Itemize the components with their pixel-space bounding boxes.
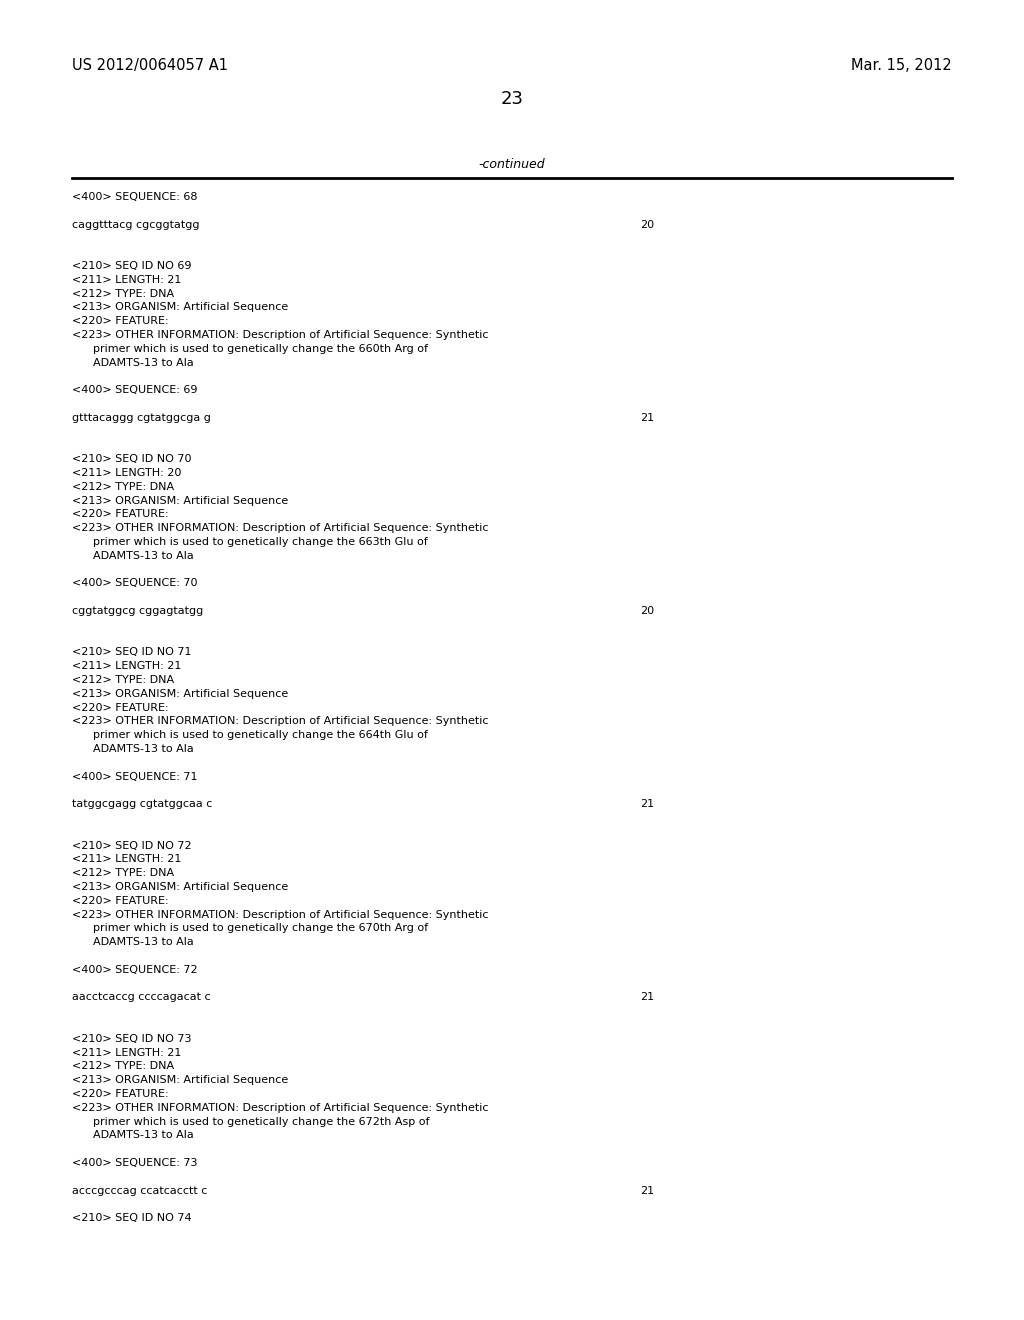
Text: <213> ORGANISM: Artificial Sequence: <213> ORGANISM: Artificial Sequence bbox=[72, 495, 288, 506]
Text: <210> SEQ ID NO 69: <210> SEQ ID NO 69 bbox=[72, 261, 191, 271]
Text: primer which is used to genetically change the 663th Glu of: primer which is used to genetically chan… bbox=[72, 537, 428, 546]
Text: aacctcaccg ccccagacat c: aacctcaccg ccccagacat c bbox=[72, 993, 211, 1002]
Text: <213> ORGANISM: Artificial Sequence: <213> ORGANISM: Artificial Sequence bbox=[72, 1076, 288, 1085]
Text: <210> SEQ ID NO 71: <210> SEQ ID NO 71 bbox=[72, 647, 191, 657]
Text: <213> ORGANISM: Artificial Sequence: <213> ORGANISM: Artificial Sequence bbox=[72, 882, 288, 892]
Text: <211> LENGTH: 21: <211> LENGTH: 21 bbox=[72, 1048, 181, 1057]
Text: ADAMTS-13 to Ala: ADAMTS-13 to Ala bbox=[72, 1130, 194, 1140]
Text: primer which is used to genetically change the 664th Glu of: primer which is used to genetically chan… bbox=[72, 730, 428, 741]
Text: <212> TYPE: DNA: <212> TYPE: DNA bbox=[72, 289, 174, 298]
Text: acccgcccag ccatcacctt c: acccgcccag ccatcacctt c bbox=[72, 1185, 208, 1196]
Text: <211> LENGTH: 21: <211> LENGTH: 21 bbox=[72, 661, 181, 671]
Text: -continued: -continued bbox=[478, 158, 546, 172]
Text: <212> TYPE: DNA: <212> TYPE: DNA bbox=[72, 482, 174, 492]
Text: <211> LENGTH: 21: <211> LENGTH: 21 bbox=[72, 275, 181, 285]
Text: <223> OTHER INFORMATION: Description of Artificial Sequence: Synthetic: <223> OTHER INFORMATION: Description of … bbox=[72, 330, 488, 341]
Text: <213> ORGANISM: Artificial Sequence: <213> ORGANISM: Artificial Sequence bbox=[72, 689, 288, 698]
Text: primer which is used to genetically change the 670th Arg of: primer which is used to genetically chan… bbox=[72, 924, 428, 933]
Text: ADAMTS-13 to Ala: ADAMTS-13 to Ala bbox=[72, 744, 194, 754]
Text: primer which is used to genetically change the 660th Arg of: primer which is used to genetically chan… bbox=[72, 343, 428, 354]
Text: tatggcgagg cgtatggcaa c: tatggcgagg cgtatggcaa c bbox=[72, 799, 212, 809]
Text: <212> TYPE: DNA: <212> TYPE: DNA bbox=[72, 675, 174, 685]
Text: <400> SEQUENCE: 71: <400> SEQUENCE: 71 bbox=[72, 772, 198, 781]
Text: 21: 21 bbox=[640, 413, 654, 422]
Text: <212> TYPE: DNA: <212> TYPE: DNA bbox=[72, 1061, 174, 1072]
Text: ADAMTS-13 to Ala: ADAMTS-13 to Ala bbox=[72, 550, 194, 561]
Text: <220> FEATURE:: <220> FEATURE: bbox=[72, 702, 169, 713]
Text: <212> TYPE: DNA: <212> TYPE: DNA bbox=[72, 869, 174, 878]
Text: <220> FEATURE:: <220> FEATURE: bbox=[72, 1089, 169, 1100]
Text: <400> SEQUENCE: 70: <400> SEQUENCE: 70 bbox=[72, 578, 198, 589]
Text: <223> OTHER INFORMATION: Description of Artificial Sequence: Synthetic: <223> OTHER INFORMATION: Description of … bbox=[72, 1102, 488, 1113]
Text: <400> SEQUENCE: 68: <400> SEQUENCE: 68 bbox=[72, 191, 198, 202]
Text: <211> LENGTH: 20: <211> LENGTH: 20 bbox=[72, 469, 181, 478]
Text: <213> ORGANISM: Artificial Sequence: <213> ORGANISM: Artificial Sequence bbox=[72, 302, 288, 313]
Text: <400> SEQUENCE: 73: <400> SEQUENCE: 73 bbox=[72, 1158, 198, 1168]
Text: 21: 21 bbox=[640, 1185, 654, 1196]
Text: 21: 21 bbox=[640, 799, 654, 809]
Text: <400> SEQUENCE: 69: <400> SEQUENCE: 69 bbox=[72, 385, 198, 395]
Text: US 2012/0064057 A1: US 2012/0064057 A1 bbox=[72, 58, 228, 73]
Text: ADAMTS-13 to Ala: ADAMTS-13 to Ala bbox=[72, 937, 194, 948]
Text: 21: 21 bbox=[640, 993, 654, 1002]
Text: <400> SEQUENCE: 72: <400> SEQUENCE: 72 bbox=[72, 965, 198, 974]
Text: caggtttacg cgcggtatgg: caggtttacg cgcggtatgg bbox=[72, 219, 200, 230]
Text: <223> OTHER INFORMATION: Description of Artificial Sequence: Synthetic: <223> OTHER INFORMATION: Description of … bbox=[72, 909, 488, 920]
Text: primer which is used to genetically change the 672th Asp of: primer which is used to genetically chan… bbox=[72, 1117, 429, 1126]
Text: <220> FEATURE:: <220> FEATURE: bbox=[72, 896, 169, 906]
Text: cggtatggcg cggagtatgg: cggtatggcg cggagtatgg bbox=[72, 606, 203, 616]
Text: <211> LENGTH: 21: <211> LENGTH: 21 bbox=[72, 854, 181, 865]
Text: <210> SEQ ID NO 73: <210> SEQ ID NO 73 bbox=[72, 1034, 191, 1044]
Text: 23: 23 bbox=[501, 90, 523, 108]
Text: <210> SEQ ID NO 74: <210> SEQ ID NO 74 bbox=[72, 1213, 191, 1224]
Text: <220> FEATURE:: <220> FEATURE: bbox=[72, 510, 169, 519]
Text: <223> OTHER INFORMATION: Description of Artificial Sequence: Synthetic: <223> OTHER INFORMATION: Description of … bbox=[72, 717, 488, 726]
Text: <210> SEQ ID NO 70: <210> SEQ ID NO 70 bbox=[72, 454, 191, 465]
Text: <210> SEQ ID NO 72: <210> SEQ ID NO 72 bbox=[72, 841, 191, 850]
Text: 20: 20 bbox=[640, 219, 654, 230]
Text: Mar. 15, 2012: Mar. 15, 2012 bbox=[851, 58, 952, 73]
Text: <223> OTHER INFORMATION: Description of Artificial Sequence: Synthetic: <223> OTHER INFORMATION: Description of … bbox=[72, 523, 488, 533]
Text: gtttacaggg cgtatggcga g: gtttacaggg cgtatggcga g bbox=[72, 413, 211, 422]
Text: ADAMTS-13 to Ala: ADAMTS-13 to Ala bbox=[72, 358, 194, 367]
Text: 20: 20 bbox=[640, 606, 654, 616]
Text: <220> FEATURE:: <220> FEATURE: bbox=[72, 317, 169, 326]
